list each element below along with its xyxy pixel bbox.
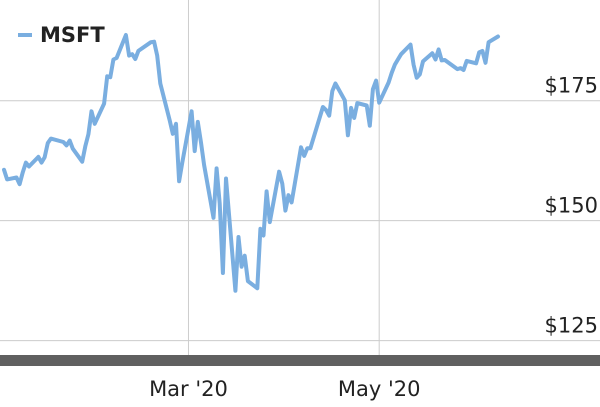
series-line-msft <box>2 33 500 293</box>
x-axis-ticks: Mar '20 May '20 <box>149 377 420 401</box>
y-tick-label: $125 <box>545 314 598 338</box>
y-axis-ticks: $125 $150 $175 <box>545 74 598 338</box>
x-tick-label: Mar '20 <box>149 377 228 401</box>
gridlines <box>0 0 600 355</box>
y-tick-label: $150 <box>545 194 598 218</box>
legend: MSFT <box>18 23 105 47</box>
x-tick-label: May '20 <box>338 377 421 401</box>
legend-label-msft: MSFT <box>40 23 105 47</box>
x-axis-bar <box>0 355 600 366</box>
y-tick-label: $175 <box>545 74 598 98</box>
